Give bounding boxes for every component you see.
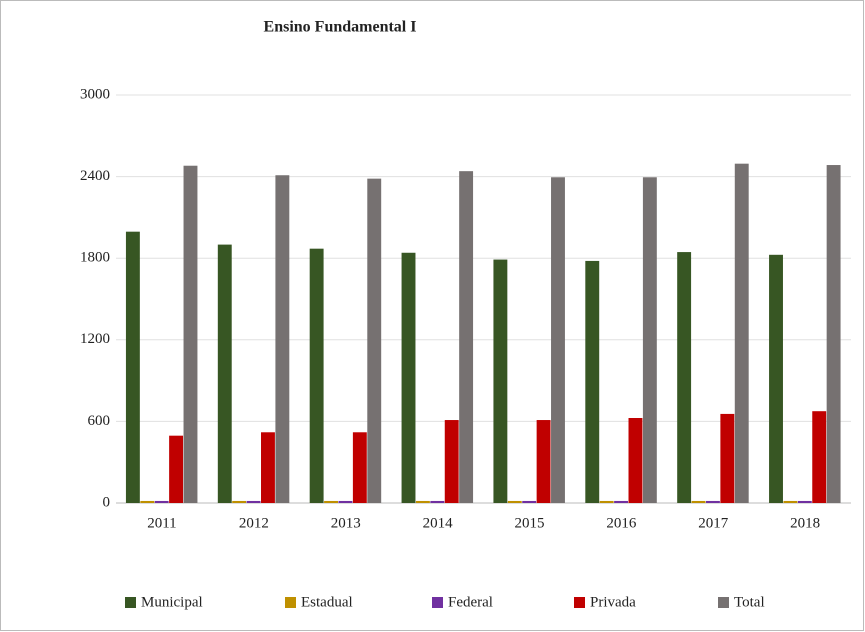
bar — [309, 248, 324, 503]
bar — [614, 500, 629, 503]
bar — [826, 165, 841, 504]
bar — [642, 177, 657, 503]
bar — [415, 500, 430, 503]
x-tick-label: 2015 — [514, 515, 544, 531]
x-tick-label: 2014 — [423, 515, 454, 531]
x-tick-label: 2011 — [147, 515, 176, 531]
legend-swatch — [125, 597, 136, 608]
bar — [324, 500, 338, 503]
bar — [169, 435, 184, 503]
bar — [522, 500, 537, 503]
bar — [217, 244, 232, 503]
bar — [585, 260, 600, 503]
bar — [599, 500, 614, 503]
bar — [338, 500, 353, 503]
legend-label: Municipal — [141, 594, 203, 610]
bar — [783, 500, 798, 503]
x-tick-label: 2017 — [698, 515, 729, 531]
legend-swatch — [432, 597, 443, 608]
bar — [140, 500, 155, 503]
bar — [551, 177, 565, 503]
bar — [705, 500, 720, 503]
bar — [125, 231, 140, 503]
bar — [246, 500, 261, 503]
bar — [769, 254, 783, 503]
y-tick-label: 600 — [88, 413, 111, 429]
bar — [493, 259, 508, 503]
bar — [677, 252, 692, 503]
legend-swatch — [718, 597, 729, 608]
bar — [261, 432, 275, 503]
legend-label: Privada — [590, 594, 636, 610]
y-tick-label: 1800 — [80, 250, 110, 266]
bar — [154, 500, 169, 503]
bar — [444, 420, 459, 503]
legend-swatch — [574, 597, 585, 608]
chart-title: Ensino Fundamental I — [264, 19, 417, 36]
legend-swatch — [285, 597, 296, 608]
bar — [430, 500, 445, 503]
y-tick-label: 3000 — [80, 86, 110, 102]
bar — [536, 420, 551, 503]
bar — [691, 500, 706, 503]
bar — [275, 175, 290, 504]
x-tick-label: 2016 — [606, 515, 637, 531]
bar — [720, 413, 735, 503]
bar — [734, 163, 749, 503]
legend-label: Estadual — [301, 594, 353, 610]
bar — [797, 500, 812, 503]
bar — [367, 178, 382, 503]
y-tick-label: 0 — [103, 494, 111, 510]
legend-label: Federal — [448, 594, 493, 610]
bar — [507, 500, 522, 503]
x-tick-label: 2018 — [790, 515, 820, 531]
bar — [812, 411, 827, 503]
bar — [459, 171, 474, 503]
bar — [628, 418, 643, 503]
y-tick-label: 1200 — [80, 331, 110, 347]
y-tick-label: 2400 — [80, 168, 110, 184]
legend-label: Total — [734, 594, 765, 610]
bar — [183, 165, 198, 503]
bar — [352, 432, 367, 503]
bar — [401, 252, 416, 503]
bar — [232, 500, 247, 503]
x-tick-label: 2012 — [239, 515, 269, 531]
x-tick-label: 2013 — [331, 515, 361, 531]
